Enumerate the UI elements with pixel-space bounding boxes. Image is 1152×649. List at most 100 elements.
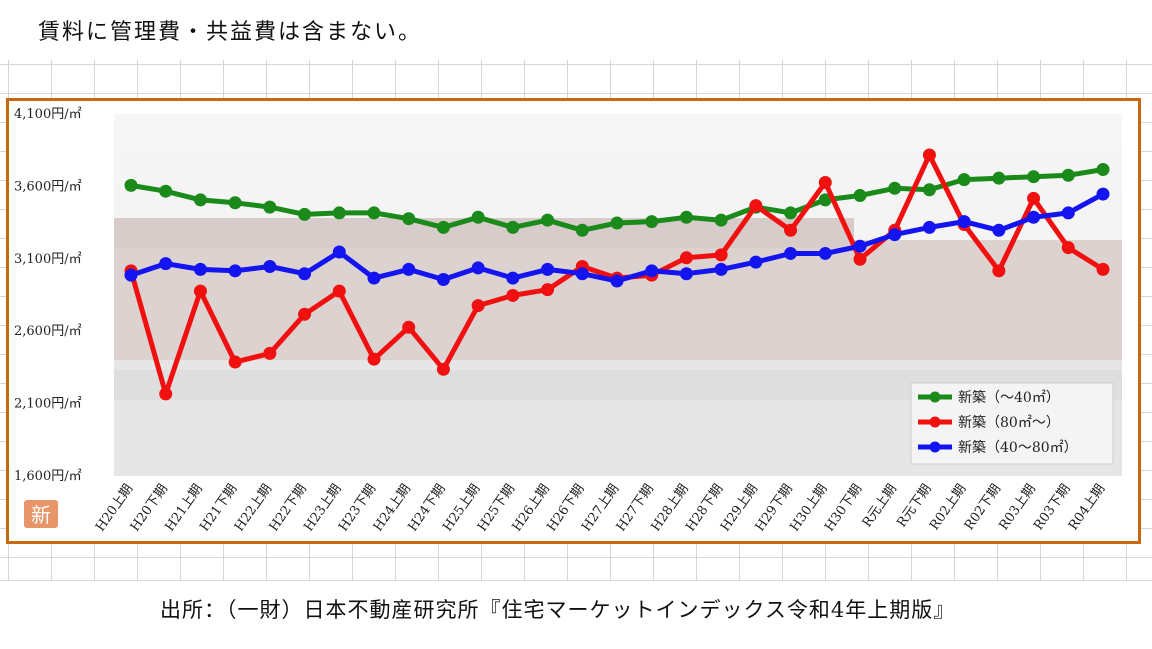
- svg-text:新: 新: [31, 503, 51, 527]
- data-point: [992, 171, 1006, 185]
- data-point: [679, 210, 693, 224]
- data-point: [1061, 241, 1075, 255]
- y-tick-label: 1,600円/㎡: [14, 469, 82, 484]
- data-point: [159, 257, 173, 271]
- data-point: [645, 215, 659, 229]
- data-point: [1061, 168, 1075, 182]
- data-point: [610, 274, 624, 288]
- data-point: [818, 176, 832, 190]
- data-point: [193, 284, 207, 298]
- note-band: [0, 0, 1152, 60]
- data-point: [159, 184, 173, 198]
- data-point: [367, 206, 381, 220]
- data-point: [679, 267, 693, 281]
- data-point: [818, 193, 832, 207]
- data-point: [888, 181, 902, 195]
- data-point: [1027, 191, 1041, 205]
- data-point: [332, 206, 346, 220]
- data-point: [541, 283, 555, 297]
- data-point: [263, 200, 277, 214]
- y-tick-label: 3,600円/㎡: [14, 179, 82, 194]
- data-point: [159, 387, 173, 401]
- y-tick-label: 4,100円/㎡: [14, 107, 82, 122]
- data-point: [402, 262, 416, 276]
- series-3: [124, 187, 1110, 288]
- data-point: [506, 220, 520, 234]
- data-point: [193, 193, 207, 207]
- data-point: [298, 207, 312, 221]
- data-point: [922, 183, 936, 197]
- data-point: [471, 261, 485, 275]
- legend-label: 新築（～40㎡）: [958, 390, 1060, 406]
- data-point: [402, 320, 416, 334]
- data-point: [471, 210, 485, 224]
- y-tick-label: 2,100円/㎡: [14, 397, 82, 412]
- data-point: [957, 215, 971, 229]
- data-point: [853, 252, 867, 266]
- legend-swatch-marker: [929, 391, 941, 403]
- data-point: [124, 178, 138, 192]
- data-point: [853, 189, 867, 203]
- series-1: [124, 162, 1110, 237]
- data-point: [332, 284, 346, 298]
- data-point: [506, 271, 520, 285]
- data-point: [367, 352, 381, 366]
- data-point: [436, 220, 450, 234]
- x-tick-label: R元上期: [860, 482, 900, 531]
- data-point: [784, 246, 798, 260]
- source-band: [0, 580, 1152, 649]
- legend-swatch-marker: [929, 441, 941, 453]
- y-tick-label: 2,600円/㎡: [14, 324, 82, 339]
- data-point: [992, 223, 1006, 237]
- data-point: [1061, 206, 1075, 220]
- data-point: [1027, 210, 1041, 224]
- legend-swatch-marker: [929, 416, 941, 428]
- data-point: [124, 268, 138, 282]
- data-point: [749, 255, 763, 269]
- data-point: [541, 262, 555, 276]
- data-point: [818, 246, 832, 260]
- data-source: 出所：（一財）日本不動産研究所『住宅マーケットインデックス令和4年上期版』: [160, 598, 956, 622]
- data-point: [1096, 262, 1110, 276]
- y-tick-label: 3,100円/㎡: [14, 252, 82, 267]
- data-point: [193, 262, 207, 276]
- data-point: [1027, 170, 1041, 184]
- data-point: [1096, 162, 1110, 176]
- data-point: [610, 216, 624, 230]
- data-point: [888, 228, 902, 242]
- data-point: [575, 267, 589, 281]
- data-point: [714, 262, 728, 276]
- data-point: [332, 245, 346, 259]
- data-point: [367, 271, 381, 285]
- new-build-badge: 新: [24, 500, 58, 528]
- data-point: [228, 196, 242, 210]
- data-point: [714, 248, 728, 262]
- data-point: [957, 173, 971, 187]
- data-point: [784, 206, 798, 220]
- data-point: [298, 267, 312, 281]
- data-point: [263, 259, 277, 273]
- data-point: [471, 299, 485, 313]
- data-point: [714, 213, 728, 227]
- data-point: [853, 239, 867, 253]
- legend-label: 新築（40～80㎡）: [958, 440, 1078, 456]
- data-point: [228, 264, 242, 278]
- data-point: [922, 148, 936, 162]
- data-point: [541, 213, 555, 227]
- legend-label: 新築（80㎡～）: [958, 415, 1060, 431]
- chart-legend: 新築（～40㎡） 新築（80㎡～） 新築（40～80㎡）: [910, 382, 1114, 465]
- data-point: [436, 273, 450, 287]
- data-point: [992, 264, 1006, 278]
- data-point: [645, 264, 659, 278]
- data-point: [1096, 187, 1110, 201]
- data-point: [298, 307, 312, 321]
- data-point: [784, 223, 798, 237]
- data-point: [436, 362, 450, 376]
- data-point: [749, 199, 763, 213]
- data-point: [679, 251, 693, 265]
- data-point: [263, 346, 277, 360]
- data-point: [575, 223, 589, 237]
- data-point: [402, 212, 416, 226]
- data-point: [506, 288, 520, 302]
